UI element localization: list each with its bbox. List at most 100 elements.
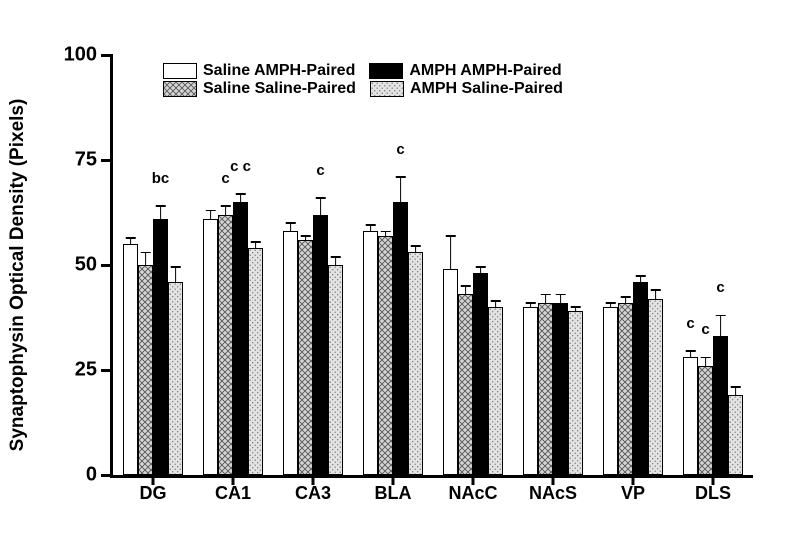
bar-group: cc c xyxy=(203,55,263,475)
error-bar xyxy=(160,206,162,219)
y-tick-label: 50 xyxy=(75,254,113,277)
significance-label: c xyxy=(686,315,694,332)
plot-area: Saline AMPH-Paired AMPH AMPH-Paired Saline… xyxy=(110,55,753,478)
bar xyxy=(523,307,538,475)
legend-label: AMPH Saline-Paired xyxy=(410,80,563,98)
error-cap xyxy=(125,237,136,239)
legend-label: Saline Saline-Paired xyxy=(203,80,356,98)
error-cap xyxy=(330,256,341,258)
bar-group xyxy=(443,55,503,475)
error-bar xyxy=(240,194,242,202)
error-cap xyxy=(315,197,326,199)
bar xyxy=(138,265,153,475)
error-bar xyxy=(210,210,212,218)
error-cap xyxy=(155,205,166,207)
bar xyxy=(553,303,568,475)
bar xyxy=(283,231,298,475)
error-cap xyxy=(380,231,391,233)
error-bar xyxy=(705,357,707,365)
significance-label: c xyxy=(316,162,324,179)
bar xyxy=(458,294,473,475)
bar-group: bc xyxy=(123,55,183,475)
bar-group: c xyxy=(363,55,423,475)
bar-group: c xyxy=(283,55,343,475)
error-cap xyxy=(220,205,231,207)
bar-group xyxy=(603,55,663,475)
legend-item: AMPH AMPH-Paired xyxy=(369,62,561,80)
bar xyxy=(603,307,618,475)
error-bar xyxy=(335,257,337,265)
x-tick-label: DG xyxy=(140,475,167,504)
bar xyxy=(393,202,408,475)
error-bar xyxy=(720,315,722,336)
significance-label: c xyxy=(221,170,229,187)
error-bar xyxy=(290,223,292,231)
significance-label: c xyxy=(716,279,724,296)
bar xyxy=(203,219,218,475)
error-cap xyxy=(300,235,311,237)
bar xyxy=(218,215,233,475)
error-cap xyxy=(700,357,711,359)
error-bar xyxy=(175,267,177,282)
bar-group xyxy=(523,55,583,475)
legend-swatch xyxy=(369,63,403,79)
error-bar xyxy=(465,286,467,294)
error-cap xyxy=(555,294,566,296)
bar xyxy=(713,336,728,475)
legend-swatch xyxy=(163,81,197,97)
significance-label: c xyxy=(701,321,709,338)
x-tick-label: BLA xyxy=(375,475,412,504)
significance-label: c xyxy=(396,141,404,158)
legend-swatch xyxy=(370,81,404,97)
legend-label: Saline AMPH-Paired xyxy=(203,62,355,80)
y-tick-label: 0 xyxy=(86,464,113,487)
error-cap xyxy=(635,275,646,277)
bar-group: ccc xyxy=(683,55,743,475)
x-tick-label: CA1 xyxy=(215,475,251,504)
x-tick-label: CA3 xyxy=(295,475,331,504)
error-cap xyxy=(250,241,261,243)
error-cap xyxy=(460,285,471,287)
y-tick-label: 25 xyxy=(75,359,113,382)
error-cap xyxy=(365,224,376,226)
chart-container: Synaptophysin Optical Density (Pixels) S… xyxy=(0,0,800,550)
error-cap xyxy=(650,289,661,291)
bar xyxy=(313,215,328,475)
error-bar xyxy=(560,294,562,302)
bar xyxy=(618,303,633,475)
bar xyxy=(443,269,458,475)
error-bar xyxy=(320,198,322,215)
bar xyxy=(233,202,248,475)
bar xyxy=(633,282,648,475)
error-cap xyxy=(205,210,216,212)
bar xyxy=(698,366,713,475)
error-cap xyxy=(445,235,456,237)
bar xyxy=(248,248,263,475)
error-cap xyxy=(395,176,406,178)
error-cap xyxy=(605,302,616,304)
error-bar xyxy=(450,236,452,270)
legend: Saline AMPH-Paired AMPH AMPH-Paired Saline… xyxy=(163,62,563,98)
error-bar xyxy=(225,206,227,214)
bar xyxy=(473,273,488,475)
bar xyxy=(378,236,393,475)
error-bar xyxy=(145,252,147,265)
y-tick-label: 100 xyxy=(64,44,113,67)
error-cap xyxy=(685,350,696,352)
x-tick-label: DLS xyxy=(695,475,731,504)
error-bar xyxy=(545,294,547,302)
error-cap xyxy=(410,245,421,247)
significance-label: bc xyxy=(152,170,170,187)
error-bar xyxy=(735,387,737,395)
significance-label: c c xyxy=(230,158,251,175)
y-axis-label: Synaptophysin Optical Density (Pixels) xyxy=(7,99,29,452)
bar xyxy=(408,252,423,475)
error-cap xyxy=(620,296,631,298)
legend-item: Saline AMPH-Paired xyxy=(163,62,355,80)
legend-swatch xyxy=(163,63,197,79)
error-cap xyxy=(235,193,246,195)
bar xyxy=(123,244,138,475)
bar xyxy=(298,240,313,475)
error-cap xyxy=(285,222,296,224)
error-bar xyxy=(655,290,657,298)
